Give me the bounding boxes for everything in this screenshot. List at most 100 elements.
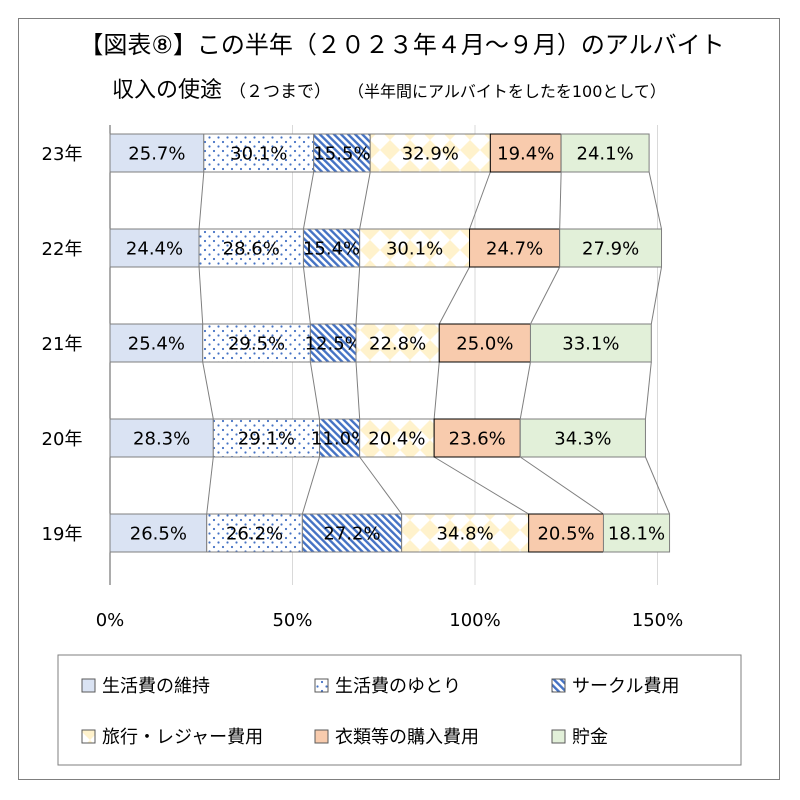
series-connector-line [302,171,315,230]
chart-title-line2: 収入の使途 （２つまで） （半年間にアルバイトをしたを100として） [112,78,666,103]
title-main: 収入の使途 [112,78,222,103]
bar-segment [359,228,471,268]
series-connector-line [206,456,214,515]
category-label: 19年 [42,524,83,545]
bar-segment [469,228,561,268]
legend-label: 生活費の維持 [102,676,210,697]
legend-swatch [551,729,566,744]
title-note-1: （２つまで） [229,82,331,102]
data-label: 26.2% [226,524,283,545]
bar-segment [212,418,321,458]
series-connector-line [309,361,321,420]
bar-segment [109,418,214,458]
data-label: 30.1% [386,239,443,260]
data-label: 32.9% [402,144,459,165]
data-label: 24.7% [486,239,543,260]
legend-swatch [314,729,329,744]
series-connector-line [355,266,361,325]
bar-segment [109,323,204,363]
series-connector-line [519,456,604,515]
data-label: 24.4% [126,239,183,260]
data-label: 20.4% [368,429,425,450]
bar-segment [206,513,303,553]
legend-label: 貯金 [572,727,608,748]
series-connector-line [355,361,361,420]
data-label: 24.1% [577,144,634,165]
category-label: 22年 [42,239,83,260]
bar-segment [560,133,650,173]
series-connector-line [644,361,652,420]
category-label: 21年 [42,334,83,355]
data-label: 28.6% [223,239,280,260]
series-connector-line [519,361,531,420]
data-label: 11.0% [311,429,368,450]
series-connector-line [650,266,663,325]
bar-segment [359,418,435,458]
data-label: 15.4% [303,239,360,260]
bar-segment [519,418,646,458]
data-label: 27.2% [323,524,380,545]
bar-segment [602,513,671,553]
bar-segment [401,513,530,553]
bar-segment [529,323,652,363]
data-label: 23.6% [449,429,506,450]
data-label: 18.1% [608,524,665,545]
bar-segment [528,513,604,553]
legend-box [57,654,742,766]
legend-label: 生活費のゆとり [335,676,461,697]
bar-segment [302,228,361,268]
data-label: 34.3% [554,429,611,450]
data-label: 33.1% [562,334,619,355]
data-label: 25.0% [456,334,513,355]
bar-segment [309,323,357,363]
x-tick-label: 0% [96,610,125,631]
title-note-2: （半年間にアルバイトをしたを100として） [348,82,666,101]
bar-segment [433,418,521,458]
bar-segment [369,133,491,173]
data-label: 19.4% [497,144,554,165]
bar-segment [203,133,315,173]
series-connector-line [530,266,561,325]
series-connector-line [438,266,470,325]
legend-swatch [551,678,566,693]
series-connector-line [198,266,204,325]
chart-title-line1: 【図表⑧】この半年（２０２３年４月～９月）のアルバイト [79,31,724,59]
series-connector-line [302,266,311,325]
legend-label: 旅行・レジャー費用 [102,727,263,748]
bar-segment [301,513,403,553]
bar-segment [109,228,200,268]
bars: 25.7% 30.1% 15.5% 32.9% 19.4% 24.1% 24.4% 28.6%… [109,133,671,553]
category-label: 20年 [42,429,83,450]
legend-label: 衣類等の購入費用 [335,727,479,748]
bar-segment [202,323,311,363]
bar-segment [489,133,562,173]
bar-segment [355,323,440,363]
bar-segment [313,133,371,173]
legend-label: サークル費用 [572,676,679,697]
series-connector-line [202,361,214,420]
legend-swatch [81,729,96,744]
data-label: 25.7% [128,144,185,165]
legend-swatch [81,678,96,693]
series-connector-line [198,171,205,230]
series-connector-line [559,171,562,230]
data-label: 15.5% [313,144,370,165]
data-label: 12.5% [305,334,362,355]
bar-segment [109,513,208,553]
data-label: 29.1% [238,429,295,450]
bar-segment [438,323,531,363]
series-connector-line [359,456,403,515]
data-label: 28.3% [133,429,190,450]
series-connector-line [301,456,320,515]
category-label: 23年 [42,144,83,165]
series-connector-line [644,456,671,515]
series-connector-line [433,361,440,420]
series-connector-line [359,171,371,230]
x-tick-labels: 0% 50% 100% 150% [96,610,684,631]
bar-segment [559,228,663,268]
data-label: 25.4% [128,334,185,355]
x-tick-label: 150% [632,610,683,631]
bar-segment [109,133,205,173]
